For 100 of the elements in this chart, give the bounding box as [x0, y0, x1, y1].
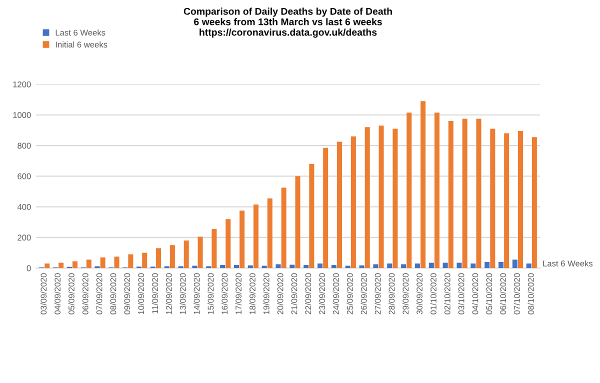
bar	[526, 264, 532, 268]
x-tick-label: 07/10/2020	[514, 273, 520, 314]
y-tick-label: 1000	[13, 112, 31, 118]
x-tick-label: 01/10/2020	[430, 273, 436, 314]
legend-label: Initial 6 weeks	[56, 41, 108, 48]
bar	[234, 265, 239, 268]
x-tick-label: 20/09/2020	[277, 273, 284, 314]
bar	[226, 219, 231, 268]
bar	[86, 260, 92, 268]
bar	[448, 121, 454, 268]
bar	[378, 126, 384, 268]
x-tick-label: 04/10/2020	[472, 273, 478, 314]
bar	[248, 265, 253, 268]
text: Last 6 Weeks	[543, 260, 593, 266]
x-tick-label: 03/10/2020	[458, 273, 464, 314]
x-tick-label: 17/09/2020	[235, 273, 242, 314]
bar	[337, 142, 342, 268]
chart-title: Comparison of Daily Deaths by Date of Death 6 weeks from 13th March vs last 6 weeks https://coronavirus.data.gov.uk/deaths	[184, 8, 392, 38]
bar	[414, 264, 420, 268]
bar	[304, 265, 309, 268]
bar	[364, 127, 370, 268]
bar	[184, 240, 189, 268]
bar	[267, 198, 272, 268]
x-tick-label: 29/09/2020	[402, 273, 409, 314]
x-tick-label: 27/09/2020	[374, 273, 381, 314]
bar	[434, 112, 440, 268]
x-tick-label: 24/09/2020	[332, 273, 339, 314]
x-tick-label: 15/09/2020	[208, 273, 214, 314]
x-tick-label: 22/09/2020	[305, 273, 312, 314]
bar	[392, 128, 398, 268]
bar	[359, 265, 364, 268]
bar	[490, 128, 496, 268]
bar	[484, 262, 490, 268]
bar	[128, 254, 134, 268]
bar	[309, 164, 314, 268]
bar	[401, 264, 406, 268]
x-tick-label: 05/10/2020	[486, 273, 492, 314]
bar	[476, 118, 482, 268]
x-tick-label: 06/09/2020	[82, 273, 88, 314]
y-tick-label: 800	[18, 142, 31, 149]
bar	[114, 256, 120, 268]
x-tick-label: 19/09/2020	[263, 273, 270, 314]
x-tick-label: 26/09/2020	[360, 273, 367, 314]
bar	[470, 264, 476, 268]
bar	[428, 262, 434, 268]
bar	[240, 210, 245, 268]
x-tick-label: 16/09/2020	[221, 273, 228, 314]
x-tick-label: 08/10/2020	[528, 273, 534, 314]
bar	[387, 264, 392, 268]
bar	[323, 148, 328, 268]
bar	[512, 260, 518, 268]
bar	[498, 262, 504, 268]
bar	[373, 264, 378, 268]
bar	[72, 261, 78, 268]
bar	[290, 264, 295, 268]
bar	[44, 264, 50, 268]
y-tick-label: 0	[26, 265, 31, 272]
x-tick-label: 05/09/2020	[68, 273, 74, 314]
x-tick-label: 08/09/2020	[110, 273, 116, 314]
x-tick-label: 13/09/2020	[180, 273, 186, 314]
bar	[198, 236, 203, 268]
bar	[420, 101, 426, 268]
bar	[406, 112, 412, 268]
bar	[532, 137, 537, 268]
y-tick-label: 600	[18, 173, 31, 180]
x-tick-label: 09/09/2020	[124, 273, 130, 314]
x-tick-label: 18/09/2020	[249, 273, 256, 314]
bar	[212, 229, 217, 268]
bar	[220, 265, 226, 268]
y-tick-label: 400	[17, 204, 31, 210]
x-tick-label: 04/09/2020	[54, 273, 61, 314]
x-tick-label: 06/10/2020	[500, 273, 506, 314]
bar	[456, 262, 462, 268]
bar	[142, 252, 148, 268]
legend-label: Last 6 Weeks	[56, 29, 106, 36]
y-tick-label: 200	[18, 234, 31, 241]
x-tick-label: 03/09/2020	[40, 273, 47, 314]
bar	[58, 262, 64, 268]
x-tick-label: 10/09/2020	[138, 273, 144, 314]
x-tick-label: 23/09/2020	[318, 273, 326, 314]
bar	[253, 204, 258, 268]
bar	[156, 248, 162, 268]
y-tick-label: 1200	[13, 81, 31, 88]
bar	[442, 262, 448, 268]
x-tick-label: 25/09/2020	[346, 273, 353, 314]
bar	[276, 264, 281, 268]
x-tick-label: 07/09/2020	[96, 273, 102, 314]
x-tick-label: 02/10/2020	[444, 273, 450, 314]
bar	[462, 118, 468, 268]
bar	[170, 245, 175, 268]
bar	[318, 264, 323, 268]
x-tick-label: 11/09/2020	[152, 273, 158, 314]
bar	[295, 176, 300, 268]
x-tick-label: 28/09/2020	[388, 273, 395, 314]
bar	[331, 265, 336, 268]
x-tick-label: 12/09/2020	[166, 273, 172, 314]
bar	[518, 130, 524, 268]
x-tick-label: 21/09/2020	[291, 273, 298, 314]
bar	[504, 133, 510, 268]
x-tick-label: 30/09/2020	[416, 273, 422, 314]
